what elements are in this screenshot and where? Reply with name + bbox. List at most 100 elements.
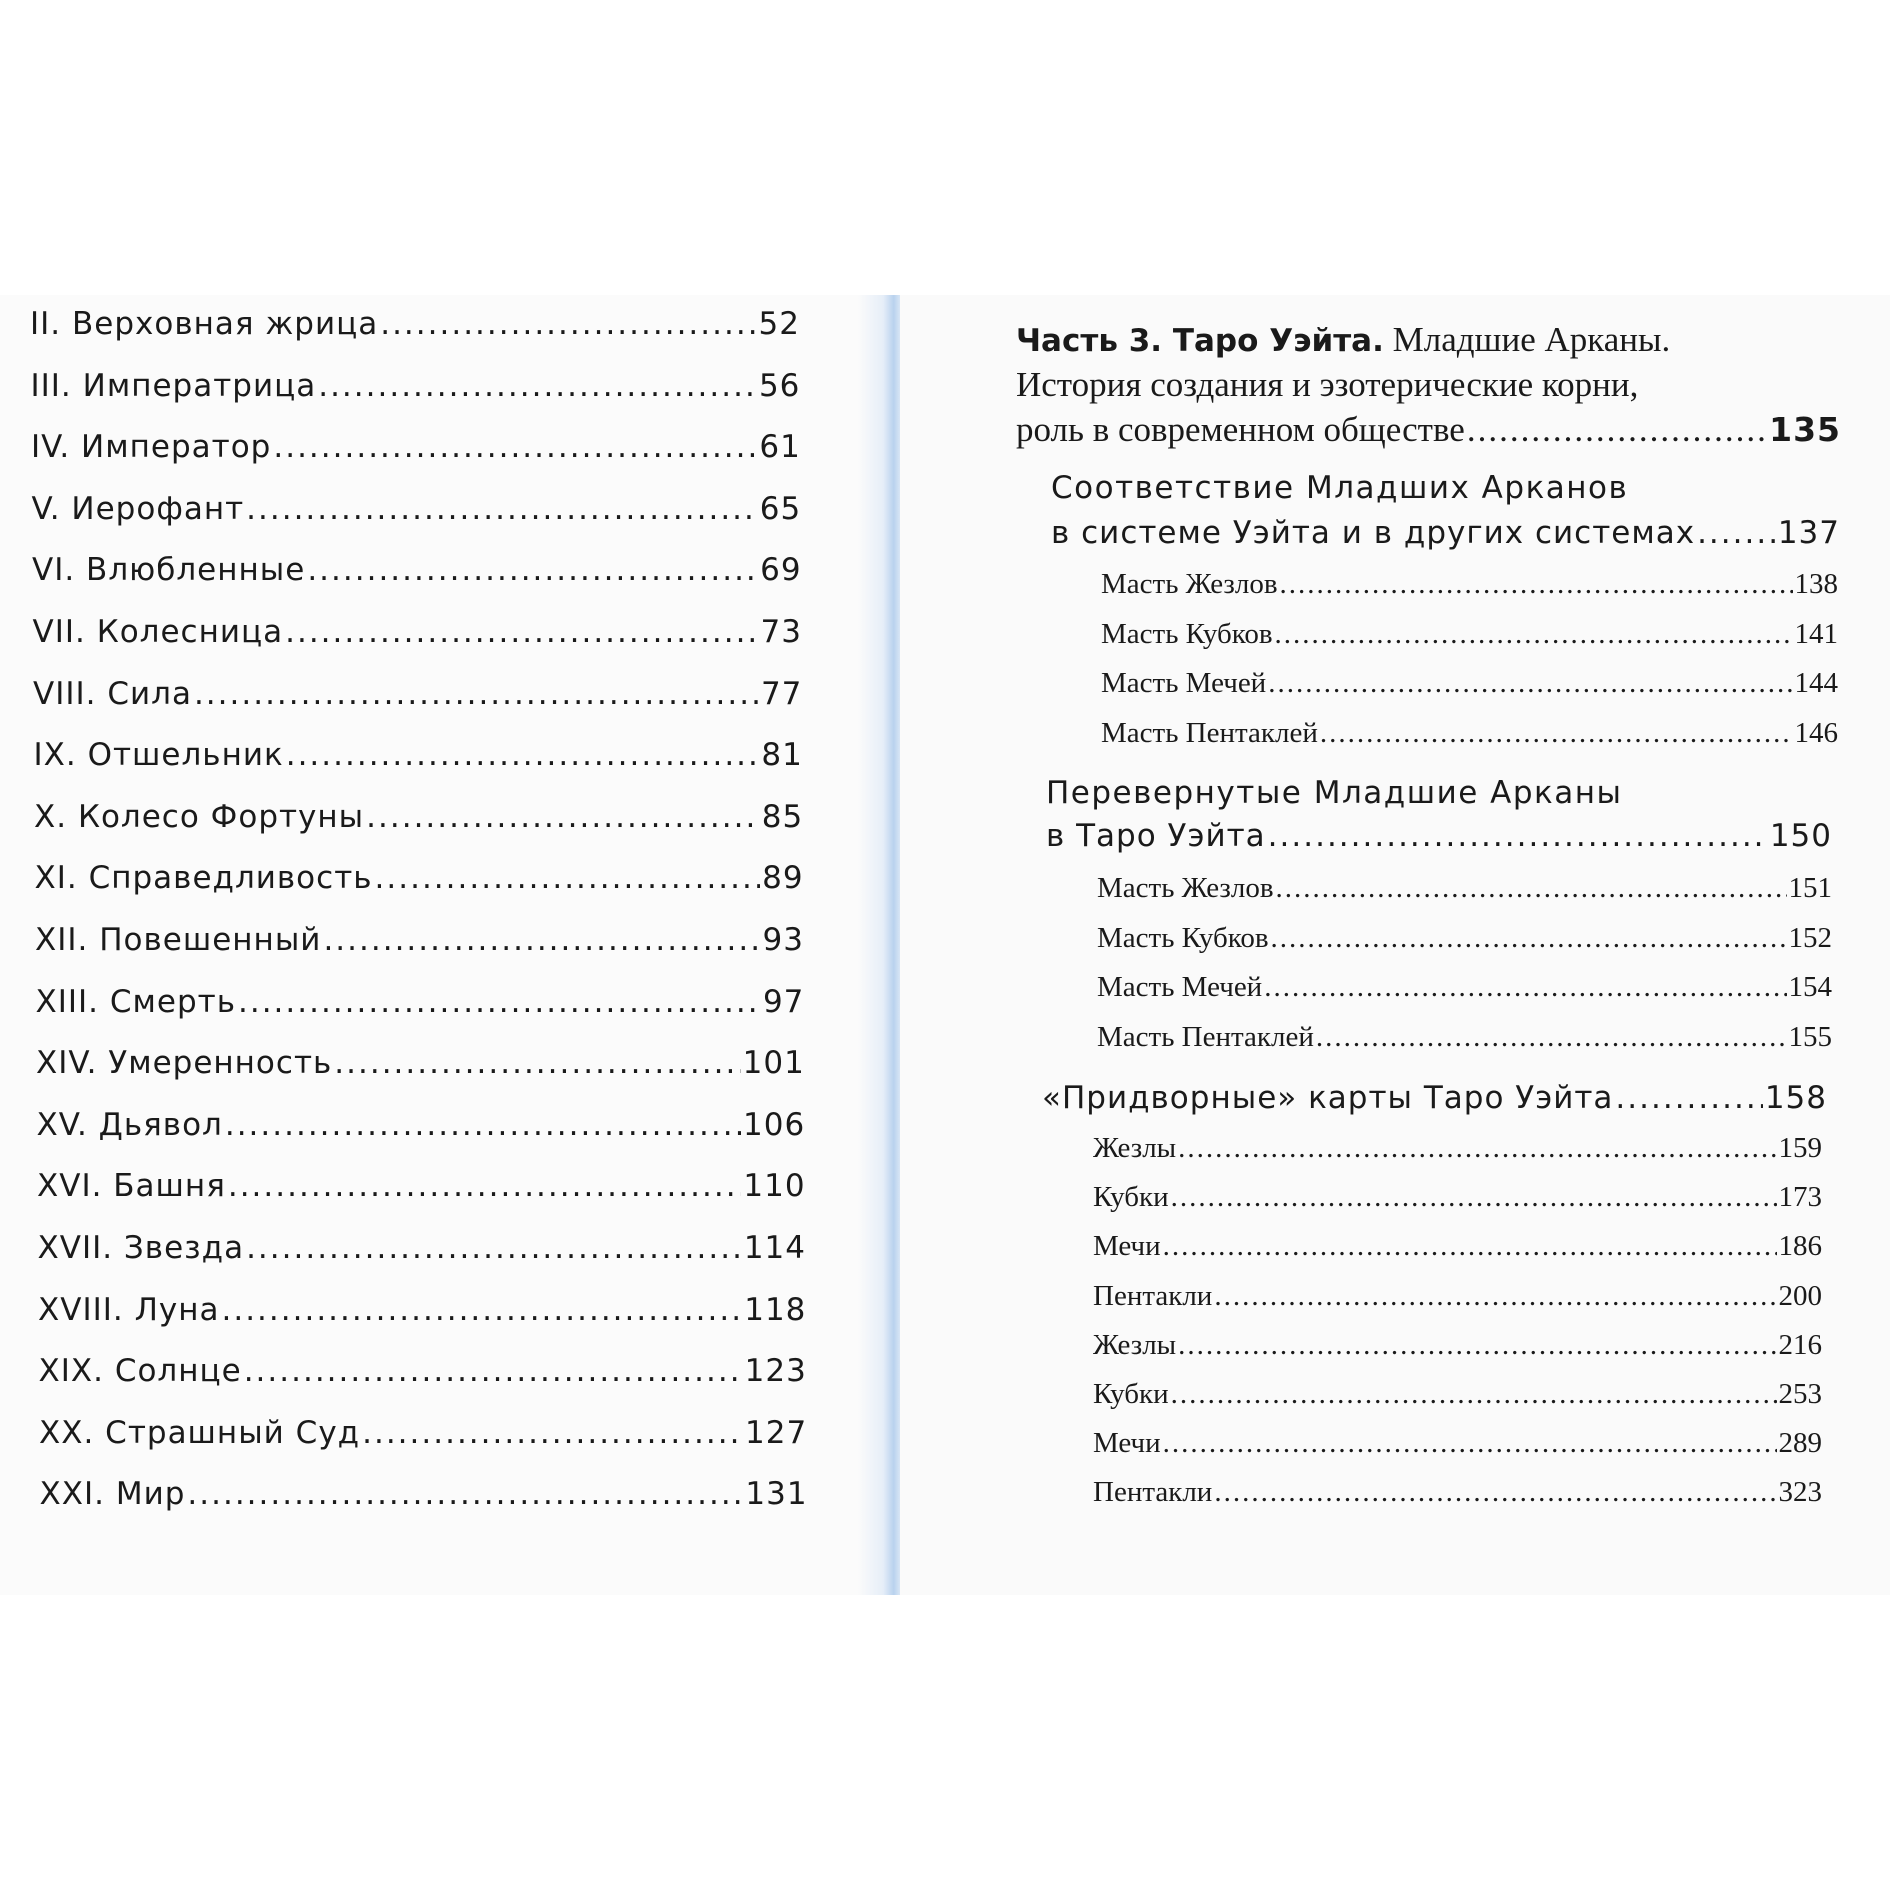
entry-page-number: 151 xyxy=(1788,872,1833,904)
entry-title: X. Колесо Фортуны xyxy=(34,798,365,835)
part-page-number: 135 xyxy=(1769,410,1841,449)
section-heading[interactable]: в Таро Уэйта 150 xyxy=(1046,818,1832,854)
toc-entry[interactable]: XVI. Башня 110 xyxy=(37,1168,806,1204)
entry-title: IV. Император xyxy=(31,429,272,466)
entry-title: Мечи xyxy=(1093,1230,1161,1263)
section-heading[interactable]: «Придворные» карты Таро Уэйта 158 xyxy=(1042,1080,1827,1116)
toc-subentry[interactable]: Мечи 289 xyxy=(1093,1427,1822,1460)
toc-subentry[interactable]: Масть Мечей 154 xyxy=(1097,971,1832,1004)
entry-title: «Придворные» карты Таро Уэйта xyxy=(1042,1080,1614,1116)
entry-page-number: 65 xyxy=(759,490,802,527)
toc-subentry[interactable]: Пентакли 323 xyxy=(1093,1476,1822,1509)
entry-page-number: 73 xyxy=(760,614,802,650)
toc-subentry[interactable]: Кубки 253 xyxy=(1093,1378,1822,1411)
toc-entry[interactable]: VIII. Сила 77 xyxy=(33,676,802,712)
dot-leader xyxy=(194,676,759,712)
dot-leader xyxy=(1271,922,1787,955)
toc-entry[interactable]: V. Иерофант 65 xyxy=(32,491,802,527)
toc-entry[interactable]: XIX. Солнце 123 xyxy=(39,1353,807,1389)
toc-subentry[interactable]: Пентакли 200 xyxy=(1093,1280,1822,1313)
part-heading-line2: История создания и эзотерические корни, xyxy=(1016,365,1639,404)
dot-leader xyxy=(1316,1021,1787,1054)
entry-page-number: 131 xyxy=(745,1476,808,1513)
toc-subentry[interactable]: Масть Кубков 141 xyxy=(1101,618,1838,651)
book-gutter xyxy=(858,295,900,1595)
toc-entry[interactable]: XIV. Умеренность 101 xyxy=(36,1045,805,1081)
entry-title: VII. Колесница xyxy=(32,614,284,650)
entry-page-number: 154 xyxy=(1788,971,1833,1003)
entry-title: XXI. Мир xyxy=(39,1476,186,1513)
entry-title: XI. Справедливость xyxy=(34,860,373,897)
toc-entry[interactable]: XVII. Звезда 114 xyxy=(38,1230,807,1266)
entry-page-number: 93 xyxy=(762,922,804,958)
toc-entry[interactable]: II. Верховная жрица 52 xyxy=(30,306,800,342)
dot-leader xyxy=(187,1476,743,1512)
part-heading-last-line[interactable]: роль в современном обществе 135 xyxy=(1016,410,1841,450)
toc-subentry[interactable]: Масть Пентаклей 146 xyxy=(1101,717,1838,750)
entry-title: Жезлы xyxy=(1093,1132,1177,1164)
entry-title: Жезлы xyxy=(1093,1328,1177,1361)
part-heading-line3: роль в современном обществе xyxy=(1016,410,1465,449)
toc-subentry[interactable]: Масть Мечей 144 xyxy=(1101,667,1838,700)
entry-title: II. Верховная жрица xyxy=(30,306,379,342)
dot-leader xyxy=(1214,1476,1776,1509)
entry-title: Пентакли xyxy=(1093,1279,1213,1312)
entry-page-number: 253 xyxy=(1778,1378,1823,1410)
entry-page-number: 127 xyxy=(745,1414,808,1451)
entry-title: XV. Дьявол xyxy=(36,1106,223,1143)
entry-page-number: 101 xyxy=(742,1045,805,1082)
toc-subentry[interactable]: Кубки 173 xyxy=(1093,1181,1822,1214)
toc-subentry[interactable]: Мечи 186 xyxy=(1093,1230,1822,1263)
section-heading[interactable]: в системе Уэйта и в других системах 137 xyxy=(1051,515,1840,551)
entry-title: Масть Мечей xyxy=(1101,667,1267,699)
toc-subentry[interactable]: Жезлы 159 xyxy=(1093,1132,1822,1165)
entry-page-number: 52 xyxy=(758,306,800,342)
entry-title: VI. Влюбленные xyxy=(32,552,306,589)
toc-entry[interactable]: X. Колесо Фортуны 85 xyxy=(34,799,803,835)
toc-entry[interactable]: XI. Справедливость 89 xyxy=(35,860,804,896)
toc-subentry[interactable]: Жезлы 216 xyxy=(1093,1329,1822,1362)
dot-leader xyxy=(323,922,760,958)
entry-title: Кубки xyxy=(1093,1378,1169,1410)
toc-entry[interactable]: XV. Дьявол 106 xyxy=(37,1107,806,1143)
dot-leader xyxy=(1178,1132,1776,1165)
toc-entry[interactable]: VII. Колесница 73 xyxy=(33,614,803,650)
entry-page-number: 56 xyxy=(758,367,801,404)
entry-title: XX. Страшный Суд xyxy=(39,1414,361,1451)
toc-entry[interactable]: IX. Отшельник 81 xyxy=(34,737,803,773)
dot-leader xyxy=(1178,1329,1776,1362)
entry-title: XVI. Башня xyxy=(37,1168,226,1205)
toc-entry[interactable]: XXI. Мир 131 xyxy=(40,1476,808,1512)
toc-entry[interactable]: XIII. Смерть 97 xyxy=(36,984,805,1020)
dot-leader xyxy=(273,429,757,465)
dot-leader xyxy=(1615,1080,1762,1116)
entry-title: XIX. Солнце xyxy=(38,1353,242,1390)
entry-title: в системе Уэйта и в других системах xyxy=(1051,515,1696,551)
entry-page-number: 144 xyxy=(1794,667,1839,699)
dot-leader xyxy=(1214,1280,1776,1313)
entry-title: Масть Мечей xyxy=(1097,971,1263,1003)
dot-leader xyxy=(1268,667,1792,700)
dot-leader xyxy=(1467,410,1767,450)
entry-title: XVII. Звезда xyxy=(37,1230,245,1266)
entry-page-number: 200 xyxy=(1778,1279,1823,1312)
entry-page-number: 114 xyxy=(743,1230,806,1266)
toc-subentry[interactable]: Масть Жезлов 138 xyxy=(1101,568,1838,601)
toc-entry[interactable]: XII. Повешенный 93 xyxy=(35,922,804,958)
toc-entry[interactable]: XVIII. Луна 118 xyxy=(38,1292,806,1328)
entry-page-number: 89 xyxy=(762,860,804,897)
toc-entry[interactable]: VI. Влюбленные 69 xyxy=(32,552,802,588)
toc-subentry[interactable]: Масть Жезлов 151 xyxy=(1097,872,1832,905)
toc-entry[interactable]: XX. Страшный Суд 127 xyxy=(39,1415,807,1451)
toc-entry[interactable]: IV. Император 61 xyxy=(31,429,801,465)
entry-title: XII. Повешенный xyxy=(35,922,322,958)
toc-subentry[interactable]: Масть Пентаклей 155 xyxy=(1097,1021,1832,1054)
toc-subentry[interactable]: Масть Кубков 152 xyxy=(1097,922,1832,955)
dot-leader xyxy=(286,737,760,773)
toc-entry[interactable]: III. Императрица 56 xyxy=(31,368,801,404)
entry-page-number: 77 xyxy=(760,675,803,712)
dot-leader xyxy=(238,984,761,1020)
dot-leader xyxy=(246,1230,742,1266)
entry-page-number: 141 xyxy=(1794,617,1839,650)
entry-title: в Таро Уэйта xyxy=(1046,818,1266,854)
